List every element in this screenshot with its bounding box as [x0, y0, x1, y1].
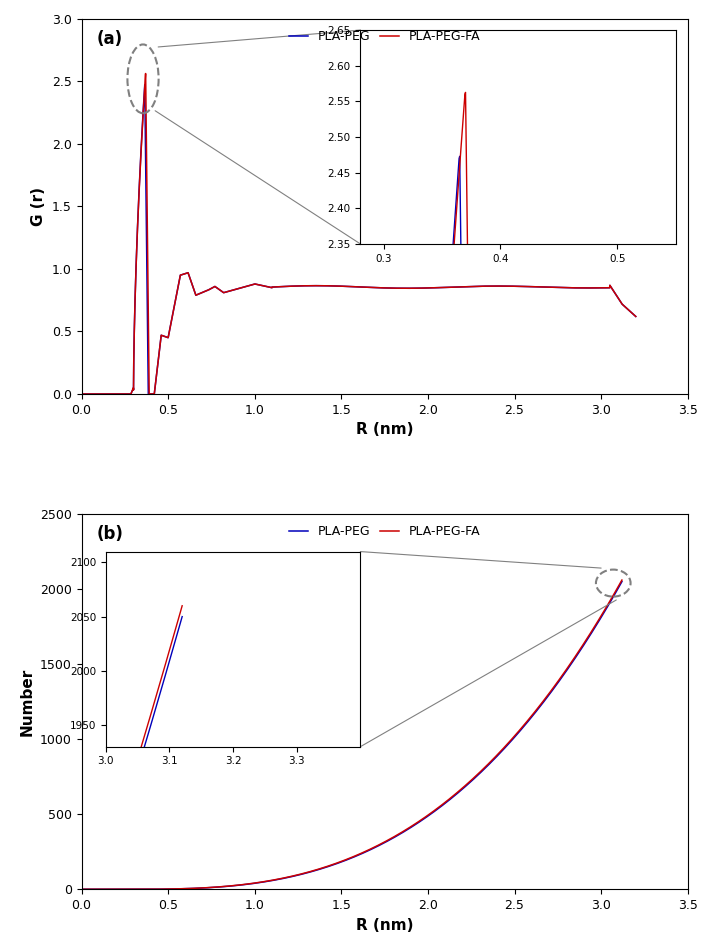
Y-axis label: Number: Number [19, 667, 34, 736]
PLA-PEG-FA [203, 882, 211, 893]
PLA-PEG [208, 882, 217, 893]
PLA-PEG [206, 882, 214, 893]
PLA-PEG [281, 872, 289, 884]
PLA-PEG [226, 285, 235, 296]
Legend: PLA-PEG, PLA-PEG-FA: PLA-PEG, PLA-PEG-FA [284, 520, 486, 543]
PLA-PEG-FA [206, 882, 214, 893]
PLA-PEG-FA [613, 582, 622, 594]
PLA-PEG [77, 884, 86, 895]
PLA-PEG-FA [127, 388, 135, 399]
PLA-PEG-FA [208, 882, 217, 893]
Line: PLA-PEG: PLA-PEG [82, 85, 636, 394]
PLA-PEG-FA [141, 68, 150, 79]
PLA-PEG [144, 374, 152, 385]
PLA-PEG [613, 583, 622, 595]
PLA-PEG-FA [618, 574, 626, 585]
Y-axis label: G (r): G (r) [31, 187, 46, 226]
X-axis label: R (nm): R (nm) [356, 917, 413, 933]
PLA-PEG [618, 576, 626, 587]
PLA-PEG [77, 389, 86, 400]
PLA-PEG [632, 311, 640, 322]
PLA-PEG-FA [144, 293, 152, 304]
Legend: PLA-PEG, PLA-PEG-FA: PLA-PEG, PLA-PEG-FA [284, 25, 486, 48]
PLA-PEG [514, 280, 523, 292]
PLA-PEG-FA [77, 389, 86, 400]
Line: PLA-PEG-FA: PLA-PEG-FA [82, 73, 636, 394]
PLA-PEG-FA [514, 280, 523, 292]
Text: (b): (b) [96, 525, 123, 543]
PLA-PEG [203, 882, 211, 893]
PLA-PEG-FA [281, 872, 289, 884]
PLA-PEG [164, 332, 172, 343]
PLA-PEG-FA [164, 332, 172, 343]
PLA-PEG-FA [220, 287, 229, 298]
Text: (a): (a) [96, 30, 123, 48]
PLA-PEG-FA [226, 285, 235, 296]
PLA-PEG-FA [632, 311, 640, 322]
PLA-PEG [140, 79, 149, 90]
X-axis label: R (nm): R (nm) [356, 423, 413, 438]
Line: PLA-PEG: PLA-PEG [82, 582, 622, 889]
PLA-PEG [127, 388, 135, 399]
PLA-PEG-FA [77, 884, 86, 895]
PLA-PEG-FA [320, 862, 328, 873]
PLA-PEG [220, 287, 229, 298]
PLA-PEG [320, 862, 328, 873]
Line: PLA-PEG-FA: PLA-PEG-FA [82, 580, 622, 889]
